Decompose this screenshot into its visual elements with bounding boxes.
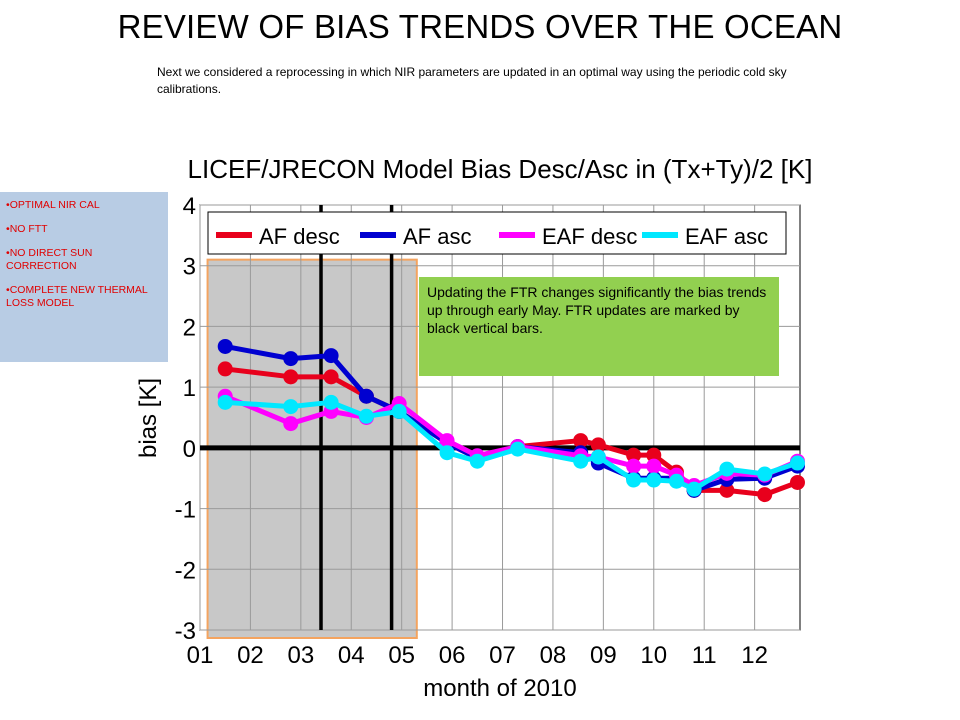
sidebar-item: COMPLETE NEW THERMAL LOSS MODEL [6,284,162,310]
legend-label: AF desc [259,224,340,249]
x-tick-label: 08 [540,642,567,669]
x-tick-label: 06 [439,642,466,669]
data-point [391,403,407,419]
data-point [789,455,805,471]
x-tick-label: 04 [338,642,365,669]
data-point [646,458,662,474]
series-group [217,338,805,503]
data-point [323,369,339,385]
data-point [626,472,642,488]
series-eaf-asc [217,394,805,497]
data-point [283,399,299,415]
x-tick-label: 09 [590,642,617,669]
settings-box: OPTIMAL NIR CAL NO FTT NO DIRECT SUN CORRE… [0,192,168,362]
x-tick-label: 03 [287,642,314,669]
y-tick-label: 3 [183,254,196,281]
data-point [646,447,662,463]
y-tick-label: 1 [183,375,196,402]
data-point [358,388,374,404]
sidebar-item: OPTIMAL NIR CAL [6,199,162,212]
y-tick-labels: 4 3 2 1 0 -1 -2 -3 [175,193,196,645]
data-point [358,408,374,424]
data-point [217,394,233,410]
data-point [719,482,735,498]
legend [207,211,787,255]
data-point [626,447,642,463]
data-point [283,369,299,385]
y-tick-label: 4 [183,193,196,220]
slide-title: REVIEW OF BIAS TRENDS OVER THE OCEAN [117,8,843,45]
data-point [757,466,773,482]
data-point [439,445,455,461]
data-point [789,474,805,490]
sidebar-item: NO DIRECT SUN CORRECTION [6,247,162,273]
data-point [283,351,299,367]
x-tick-label: 02 [237,642,264,669]
data-point [217,338,233,354]
x-tick-label: 07 [489,642,516,669]
x-tick-label: 11 [692,642,717,669]
legend-entries: AF desc AF asc EAF desc EAF asc [216,224,768,249]
data-point [590,449,606,465]
data-point [510,441,526,457]
data-point [757,487,773,503]
x-tick-label: 12 [741,642,768,669]
legend-label: AF asc [403,224,471,249]
y-tick-label: -2 [175,557,196,584]
x-tick-labels: 01 02 03 04 05 06 07 08 09 10 11 12 [187,642,768,669]
legend-label: EAF desc [542,224,637,249]
data-point [217,361,233,377]
ftr-update-markers [319,205,394,630]
y-tick-label: -3 [175,618,196,645]
legend-label: EAF asc [685,224,768,249]
x-tick-label: 05 [388,642,415,669]
grid-lines [199,204,800,631]
data-point [323,348,339,364]
data-point [469,453,485,469]
y-axis-label: bias [K] [135,378,162,458]
data-point [719,461,735,477]
y-tick-label: -1 [175,497,196,524]
data-point [590,437,606,453]
data-point [668,473,684,489]
data-point [323,394,339,410]
chart-title: LICEF/JRECON Model Bias Desc/Asc in (Tx+… [188,154,813,184]
data-point [686,481,702,497]
data-point [646,472,662,488]
x-axis-label: month of 2010 [423,675,576,702]
x-tick-label: 10 [640,642,667,669]
data-point [283,416,299,432]
data-point [439,433,455,449]
x-tick-label: 01 [187,642,214,669]
y-tick-label: 2 [183,314,196,341]
y-tick-label: 0 [183,436,196,463]
annotation-box: Updating the FTR changes significantly t… [419,277,779,376]
intro-text: Next we considered a reprocessing in whi… [157,65,787,96]
data-point [573,453,589,469]
data-point [626,458,642,474]
sidebar-item: NO FTT [6,223,162,236]
data-point [573,433,589,449]
